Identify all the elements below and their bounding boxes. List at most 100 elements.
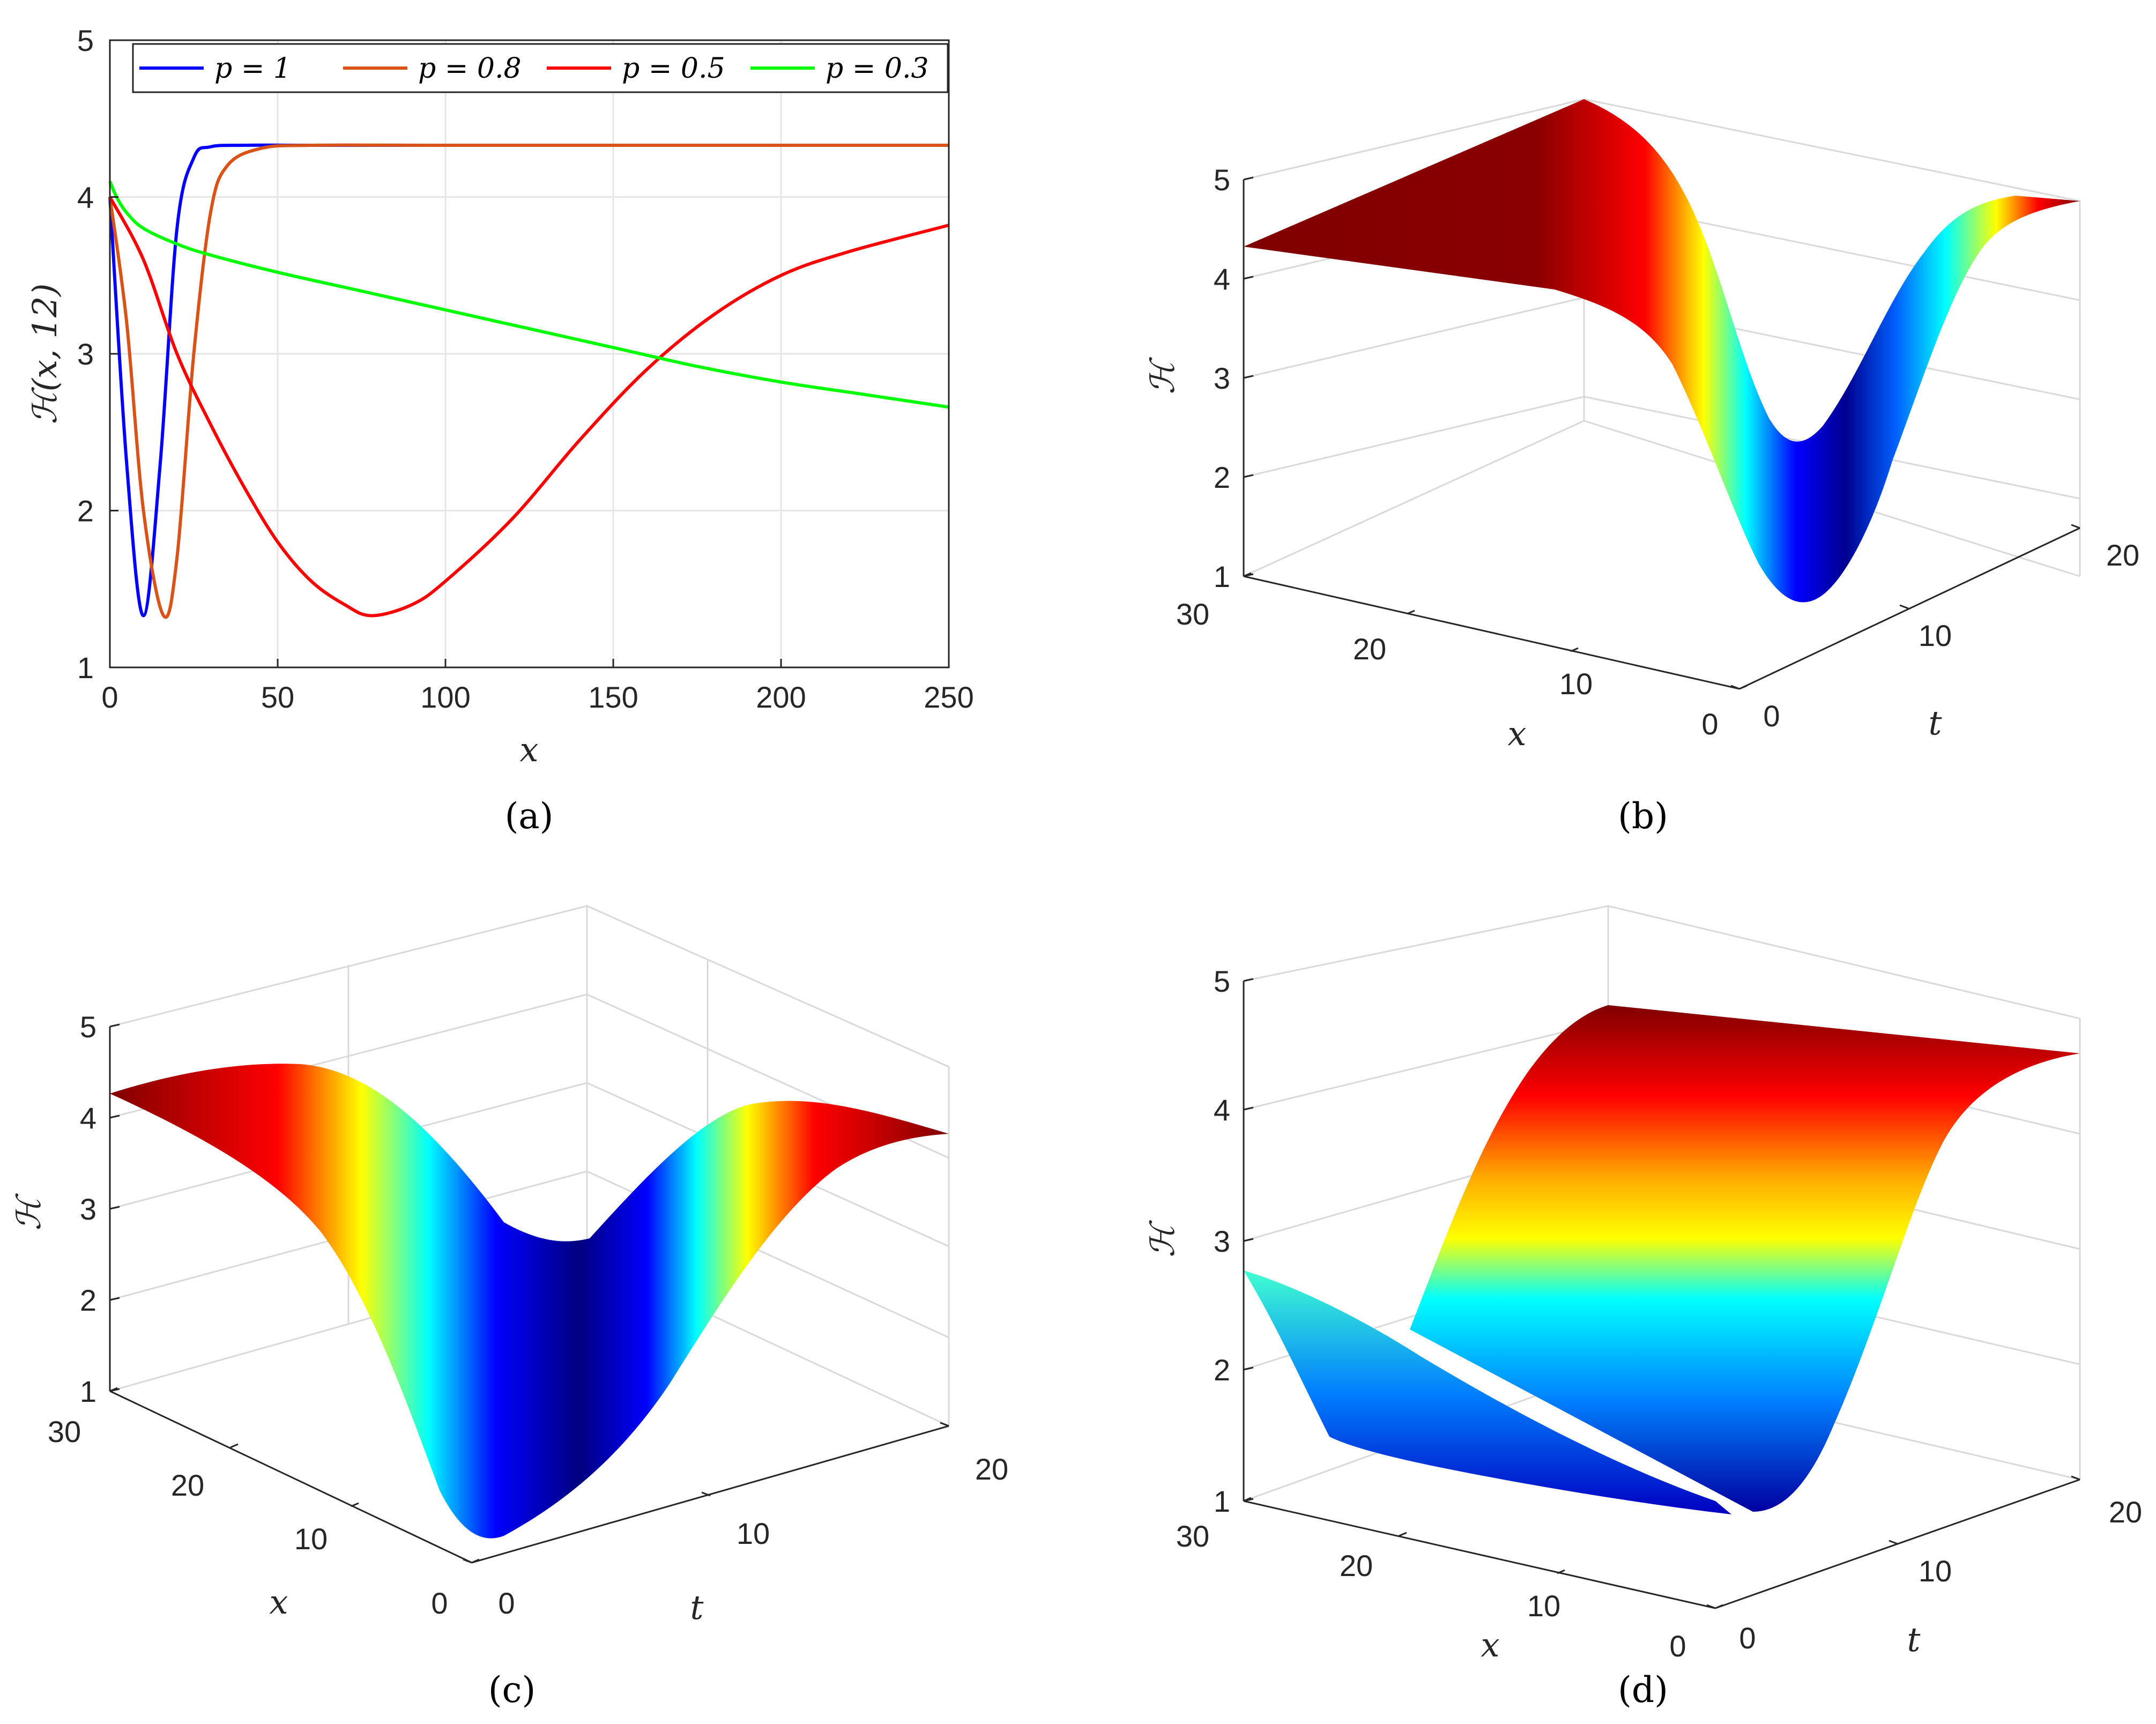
x-tick-label: 20 xyxy=(171,1468,204,1502)
t-tick-label: 0 xyxy=(1763,699,1780,733)
y-tick-label: 5 xyxy=(77,24,94,57)
panel-d-caption: (d) xyxy=(1618,1669,1668,1711)
legend-entry: p = 1 xyxy=(214,53,291,85)
z-tick-label: 5 xyxy=(1214,964,1230,998)
t-tick-label: 20 xyxy=(2106,538,2139,572)
x-tick-label: 0 xyxy=(1701,707,1718,741)
t-tick-mark xyxy=(940,1422,949,1427)
t-tick-label: 0 xyxy=(1739,1621,1756,1655)
z-tick-mark xyxy=(109,1114,120,1119)
z-tick-mark xyxy=(109,1206,120,1210)
z-tick-mark xyxy=(109,1023,120,1028)
panel-d-surface-front xyxy=(1244,1270,1731,1514)
series-line-p0.3 xyxy=(108,181,949,409)
z-tick-mark xyxy=(1243,978,1254,982)
z-tick-label: 4 xyxy=(1214,1093,1230,1127)
x-tick-label: 10 xyxy=(294,1522,328,1556)
y-tick-label: 4 xyxy=(77,181,94,214)
panel-c-x-label: x xyxy=(270,1582,288,1622)
t-tick-mark xyxy=(2071,1475,2080,1481)
x-tick-mark xyxy=(1243,1497,1252,1502)
z-tick-mark xyxy=(1243,375,1254,379)
panel-a-ticks: 0 50 100 150 200 250 1 2 3 4 5 xyxy=(77,24,974,714)
x-tick-label: 30 xyxy=(48,1415,81,1448)
z-tick-mark xyxy=(1243,1238,1254,1242)
t-tick-mark xyxy=(1899,604,1909,610)
panel-d-surface-chart: 1 2 3 4 5 0 10 20 30 0 10 20 x t ℋ (d) xyxy=(1143,905,2142,1711)
panel-a-y-label: ℋ(x, 12) xyxy=(25,284,64,425)
x-tick-label: 10 xyxy=(1527,1589,1560,1623)
series-line-p0.5 xyxy=(108,196,949,618)
t-tick-mark xyxy=(2071,524,2080,529)
panel-b-z-label: ℋ xyxy=(1143,357,1182,395)
x-tick-label: 30 xyxy=(1176,597,1209,631)
t-tick-mark xyxy=(1889,1540,1898,1545)
x-tick-mark xyxy=(1557,1569,1565,1574)
panel-b-caption: (b) xyxy=(1618,796,1668,837)
panel-d-z-label: ℋ xyxy=(1143,1220,1182,1258)
z-tick-mark xyxy=(1243,1106,1254,1111)
panel-b-ticks: 1 2 3 4 5 0 10 20 30 0 10 20 xyxy=(1176,163,2139,741)
t-tick-mark xyxy=(1706,1604,1716,1609)
t-tick-mark xyxy=(1730,685,1740,690)
t-tick-label: 10 xyxy=(737,1517,770,1550)
x-tick-label: 250 xyxy=(924,680,973,714)
z-tick-label: 1 xyxy=(80,1374,96,1408)
legend-entry: p = 0.8 xyxy=(418,53,522,85)
z-tick-label: 3 xyxy=(1214,361,1230,395)
panel-d-x-label: x xyxy=(1481,1625,1500,1664)
z-tick-label: 3 xyxy=(80,1192,96,1226)
panel-a-caption: (a) xyxy=(505,796,554,837)
z-tick-label: 5 xyxy=(80,1010,96,1044)
panel-c-z-label: ℋ xyxy=(9,1193,48,1231)
panel-d-ticks: 1 2 3 4 5 0 10 20 30 0 10 20 xyxy=(1176,964,2142,1663)
x-tick-label: 0 xyxy=(431,1586,448,1620)
panel-c-surface xyxy=(110,1064,949,1539)
x-tick-mark xyxy=(230,1443,239,1448)
z-tick-label: 1 xyxy=(1214,1484,1230,1518)
panel-c-surface-chart: 1 2 3 4 5 0 10 20 30 0 10 20 x t ℋ (c) xyxy=(9,905,1008,1711)
panel-a-series xyxy=(108,143,949,619)
panel-b-x-label: x xyxy=(1508,714,1527,753)
x-tick-mark xyxy=(1715,1604,1723,1609)
z-tick-label: 2 xyxy=(1214,460,1230,494)
legend-entry: p = 0.5 xyxy=(622,53,725,85)
z-tick-label: 4 xyxy=(80,1101,96,1135)
x-tick-label: 20 xyxy=(1353,632,1386,666)
x-tick-mark xyxy=(1739,685,1748,690)
t-tick-label: 10 xyxy=(1919,1554,1952,1588)
z-tick-mark xyxy=(1243,176,1254,181)
panel-d-t-label: t xyxy=(1907,1620,1921,1659)
y-tick-label: 3 xyxy=(77,337,94,371)
x-tick-mark xyxy=(109,1387,118,1392)
x-tick-mark xyxy=(1399,1532,1407,1537)
z-tick-label: 1 xyxy=(1214,560,1230,593)
z-tick-label: 2 xyxy=(80,1283,96,1317)
z-tick-label: 5 xyxy=(1214,163,1230,197)
t-tick-mark xyxy=(463,1558,472,1564)
z-tick-label: 3 xyxy=(1214,1224,1230,1258)
x-tick-label: 100 xyxy=(420,680,470,714)
x-tick-label: 50 xyxy=(261,680,294,714)
panel-c-caption: (c) xyxy=(488,1669,536,1711)
legend-entry: p = 0.3 xyxy=(826,53,929,85)
x-tick-mark xyxy=(1570,647,1579,652)
x-tick-mark xyxy=(1243,572,1252,577)
x-tick-label: 0 xyxy=(101,680,118,714)
x-tick-label: 150 xyxy=(588,680,638,714)
panel-c-ticks: 1 2 3 4 5 0 10 20 30 0 10 20 xyxy=(48,1010,1008,1620)
y-tick-label: 1 xyxy=(77,651,94,685)
x-tick-label: 10 xyxy=(1559,667,1593,701)
panel-d-surface-back xyxy=(1410,1005,2080,1512)
z-tick-mark xyxy=(109,1297,120,1301)
series-line-p0.8 xyxy=(108,143,949,619)
z-tick-mark xyxy=(1243,276,1254,280)
x-tick-label: 20 xyxy=(1340,1549,1373,1582)
x-tick-label: 200 xyxy=(756,680,806,714)
z-tick-label: 4 xyxy=(1214,262,1230,296)
x-tick-mark xyxy=(471,1558,480,1564)
y-tick-label: 2 xyxy=(77,494,94,528)
t-tick-label: 20 xyxy=(2109,1495,2142,1529)
